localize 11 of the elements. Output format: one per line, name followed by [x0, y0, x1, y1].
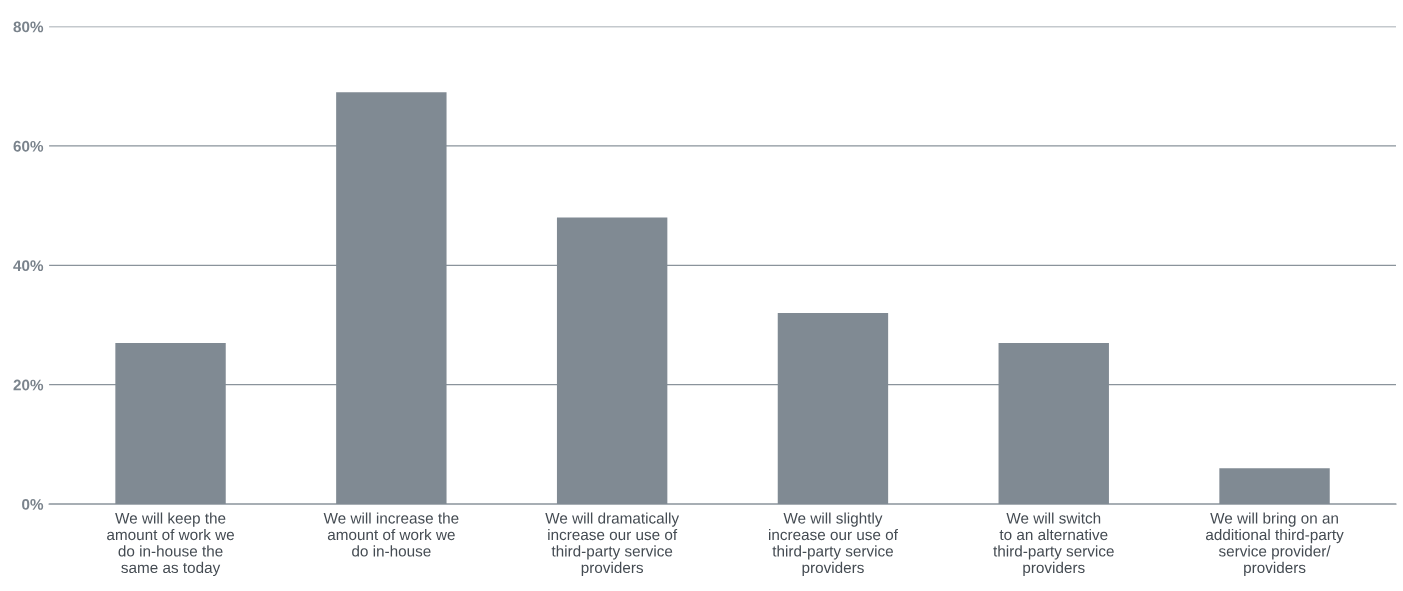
- y-tick-label: 80%: [13, 21, 44, 33]
- y-tick-label: 40%: [13, 260, 44, 272]
- x-tick-label: We will switch to an alternative third-party service providers: [993, 512, 1114, 577]
- y-tick-label: 0%: [22, 498, 44, 510]
- x-tick-label: We will bring on an additional third-party service provider/ providers: [1205, 512, 1344, 577]
- x-tick-label: We will slightly increase our use of third-party service providers: [769, 512, 898, 577]
- y-tick-label: 60%: [13, 140, 44, 152]
- x-tick-label: We will dramatically increase our use of third-party service providers: [545, 512, 680, 577]
- x-tick-label: We will increase the amount of work we do in-house: [323, 512, 459, 557]
- y-tick-label: 20%: [13, 379, 44, 391]
- x-tick-label: We will keep the amount of work we do in-house the same as today: [107, 512, 234, 577]
